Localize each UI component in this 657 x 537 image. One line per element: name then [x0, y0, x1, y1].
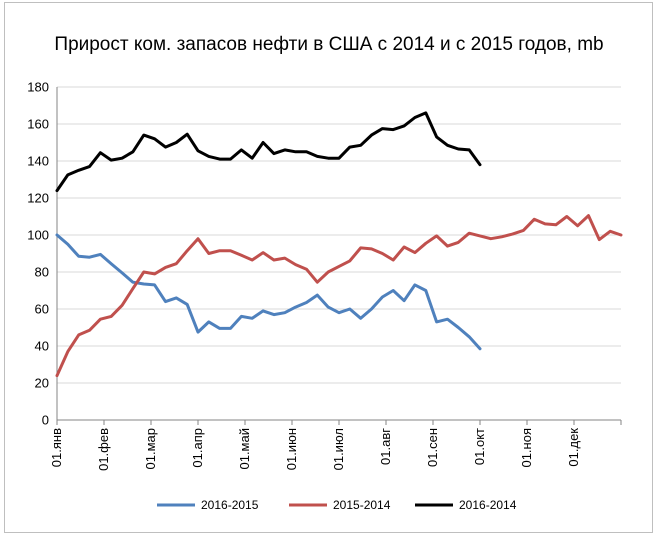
x-tick-label: 01.апр: [190, 428, 205, 468]
x-tick-label: 01.окт: [472, 428, 487, 465]
x-tick-label: 01.дек: [566, 428, 581, 467]
x-tick-label: 01.фев: [96, 428, 111, 471]
x-tick-label: 01.май: [237, 428, 252, 470]
line-chart: Прирост ком. запасов нефти в США с 2014 …: [27, 34, 623, 512]
y-tick-label: 80: [35, 265, 49, 280]
series-line-2016-2015: [55, 233, 482, 351]
y-tick-label: 100: [27, 228, 49, 243]
y-tick-label: 20: [35, 376, 49, 391]
y-tick-label: 60: [35, 302, 49, 317]
y-tick-label: 160: [27, 117, 49, 132]
x-tick-label: 01.июл: [331, 428, 346, 470]
x-tick-label: 01.авг: [378, 428, 393, 465]
y-tick-label: 0: [42, 413, 49, 428]
series-line-2015-2014: [55, 214, 623, 378]
legend-label: 2015-2014: [333, 498, 391, 512]
y-tick-label: 120: [27, 191, 49, 206]
x-tick-label: 01.янв: [49, 428, 64, 467]
x-tick-label: 01.сен: [425, 428, 440, 467]
y-tick-label: 140: [27, 154, 49, 169]
legend-label: 2016-2015: [201, 498, 259, 512]
chart-frame: Прирост ком. запасов нефти в США с 2014 …: [4, 2, 653, 533]
legend-label: 2016-2014: [459, 498, 517, 512]
y-tick-label: 40: [35, 339, 49, 354]
y-tick-label: 180: [27, 80, 49, 95]
x-tick-label: 01.ноя: [519, 428, 534, 468]
series-line-2016-2014: [55, 111, 482, 193]
x-tick-label: 01.июн: [284, 428, 299, 470]
chart-title: Прирост ком. запасов нефти в США с 2014 …: [54, 34, 603, 55]
x-tick-label: 01.мар: [143, 428, 158, 469]
